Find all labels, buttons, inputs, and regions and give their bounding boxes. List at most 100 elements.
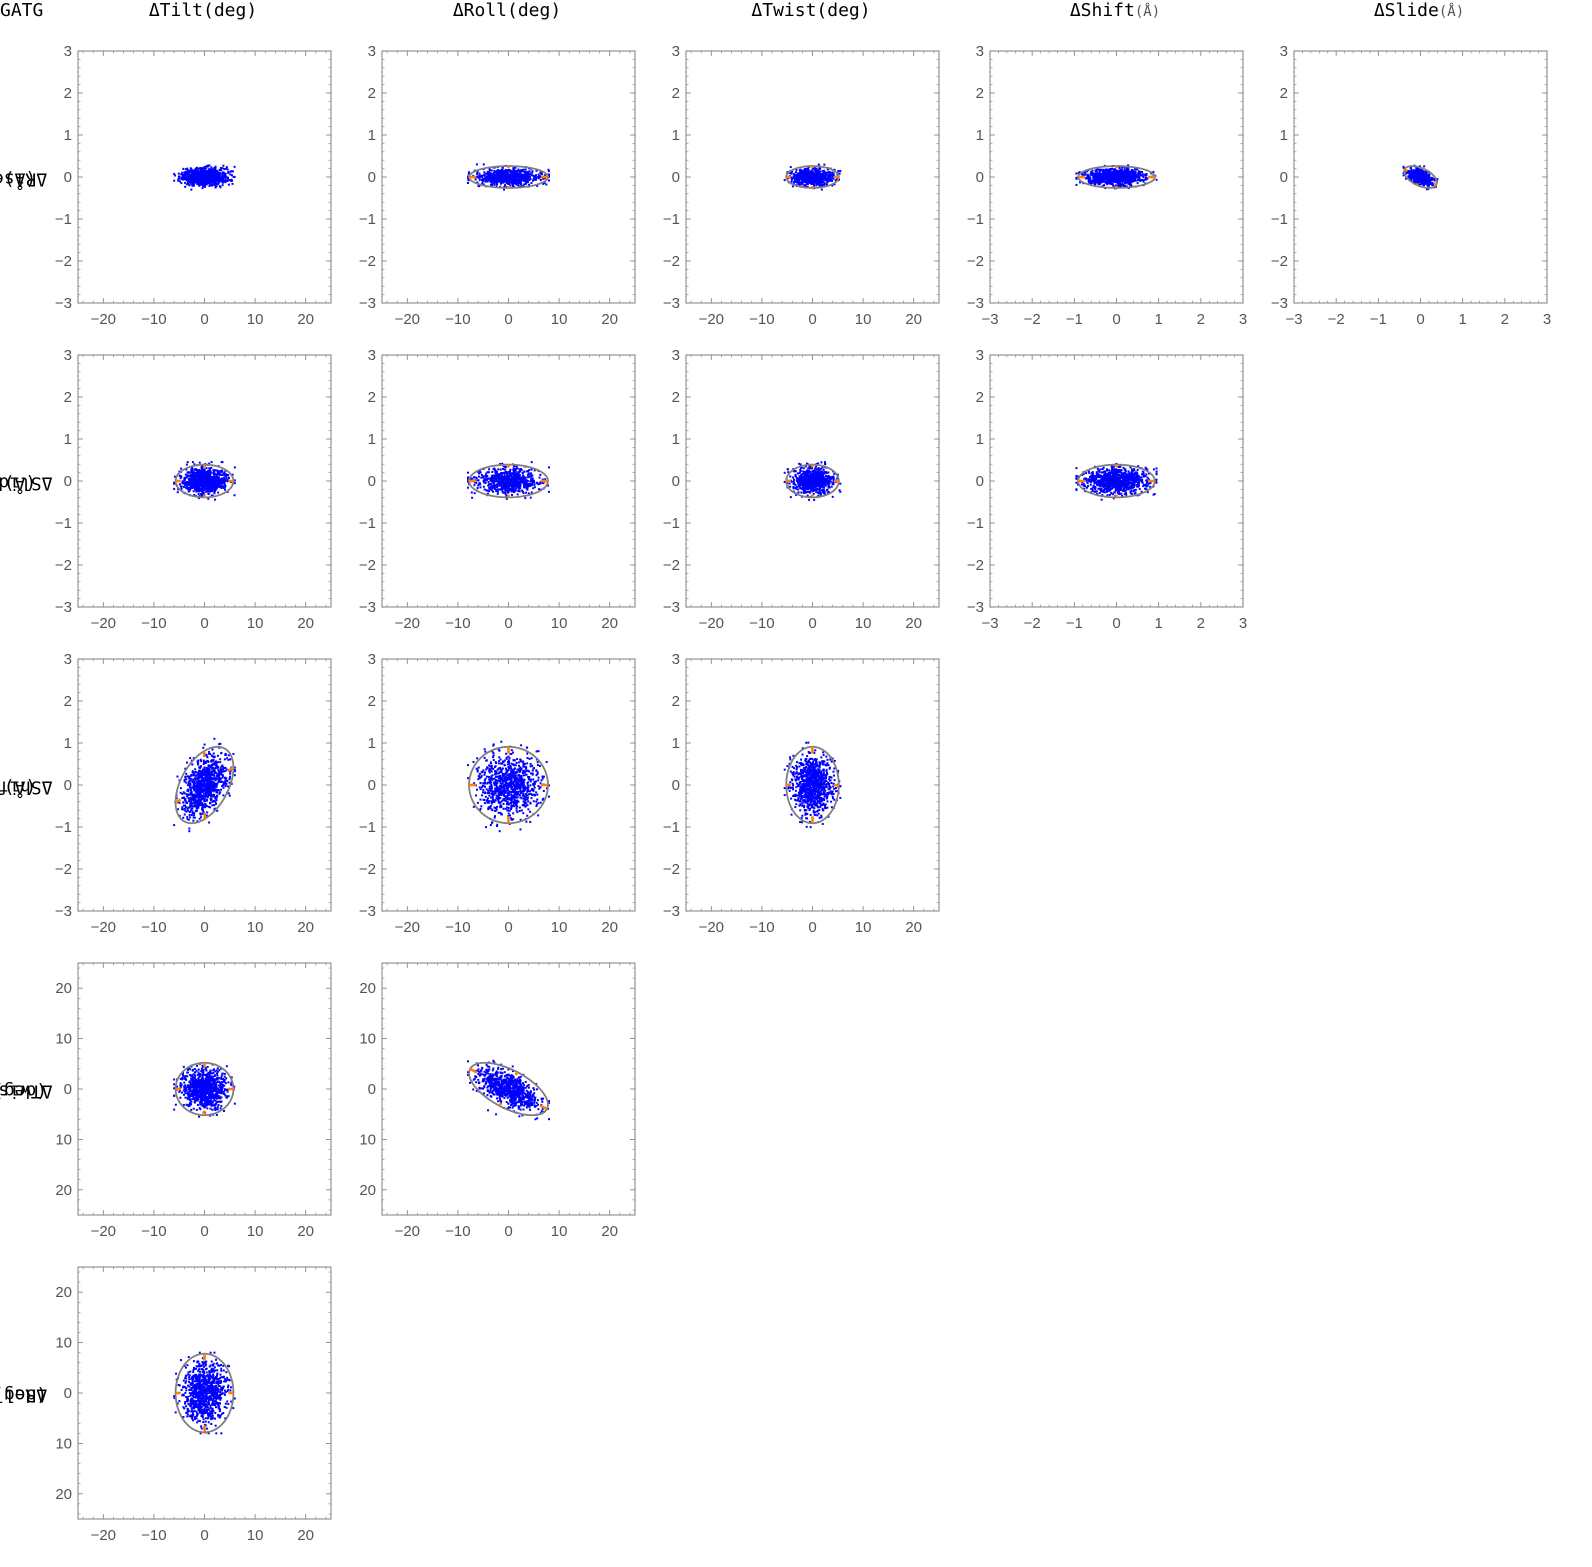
data-point (831, 174, 834, 177)
data-point (1122, 185, 1125, 188)
y-tick-label: 2 (976, 85, 984, 102)
data-point (194, 173, 197, 176)
y-tick-label: −1 (55, 211, 72, 228)
data-point (1088, 175, 1091, 178)
data-point (507, 182, 510, 185)
data-point (525, 181, 528, 184)
data-point (202, 178, 205, 181)
data-point (1095, 175, 1098, 178)
data-point (499, 182, 502, 185)
data-point (180, 176, 183, 179)
data-point (524, 175, 527, 178)
data-point (533, 176, 536, 179)
data-point (1102, 173, 1105, 176)
x-tick-label: 1 (1154, 311, 1162, 328)
data-point (806, 167, 809, 170)
data-point (506, 174, 509, 177)
corner-label: GATG (0, 0, 44, 21)
data-point (213, 176, 216, 179)
data-point (482, 163, 485, 166)
data-point (232, 175, 235, 178)
y-tick-label: 1 (672, 127, 680, 144)
data-point (547, 179, 550, 182)
data-point (538, 174, 541, 177)
data-point (811, 173, 814, 176)
data-point (513, 178, 516, 181)
data-point (1130, 178, 1133, 181)
data-point (1112, 173, 1115, 176)
data-point (807, 177, 810, 180)
data-point (1132, 177, 1135, 180)
data-point (1415, 168, 1418, 171)
data-point (226, 178, 229, 181)
data-point (221, 172, 224, 175)
data-point (1121, 166, 1124, 169)
data-point (486, 176, 489, 179)
data-point (191, 184, 194, 187)
data-point (483, 173, 486, 176)
data-point (1107, 168, 1110, 171)
data-point (502, 172, 505, 175)
data-point (1098, 168, 1101, 171)
data-point (479, 175, 482, 178)
data-point (535, 176, 538, 179)
column-header-roll: ΔRoll(deg) (377, 0, 637, 21)
y-tick-label: −2 (55, 557, 72, 574)
data-point (199, 168, 202, 171)
data-point (821, 184, 824, 187)
data-point (484, 180, 487, 183)
data-point (1091, 169, 1094, 172)
data-point (1135, 173, 1138, 176)
data-point (499, 179, 502, 182)
y-tick-label: 3 (64, 43, 72, 60)
data-point (233, 479, 236, 482)
data-point (1124, 181, 1127, 184)
data-point (209, 174, 212, 177)
data-point (535, 178, 538, 181)
data-point (1109, 178, 1112, 181)
data-point (1128, 174, 1131, 177)
y-tick-label: 0 (64, 169, 72, 186)
data-point (803, 169, 806, 172)
data-point (1114, 184, 1117, 187)
data-point (214, 167, 217, 170)
x-tick-label: 0 (504, 311, 512, 328)
data-point (1138, 171, 1141, 174)
data-point (1125, 172, 1128, 175)
data-point (467, 179, 470, 182)
data-point (799, 181, 802, 184)
data-point (812, 179, 815, 182)
data-point (218, 169, 221, 172)
data-point (811, 177, 814, 180)
y-tick-label: 3 (672, 43, 680, 60)
data-point (807, 168, 810, 171)
data-point (807, 181, 810, 184)
data-point (211, 172, 214, 175)
data-point (1094, 181, 1097, 184)
data-point (1107, 171, 1110, 174)
data-point (489, 183, 492, 186)
y-tick-label: −1 (359, 211, 376, 228)
data-point (184, 168, 187, 171)
data-point (189, 177, 192, 180)
data-point (1429, 181, 1432, 184)
y-tick-label: −2 (359, 253, 376, 270)
data-point (1133, 179, 1136, 182)
data-point (499, 171, 502, 174)
data-point (1129, 184, 1132, 187)
data-point (1085, 177, 1088, 180)
data-point (512, 169, 515, 172)
data-point (1426, 174, 1429, 177)
data-point (827, 175, 830, 178)
data-point (528, 183, 531, 186)
data-point (1115, 173, 1118, 176)
data-point (1086, 170, 1089, 173)
data-point (217, 174, 220, 177)
data-point (519, 171, 522, 174)
data-point (837, 169, 840, 172)
data-point (221, 179, 224, 182)
data-point (1078, 181, 1081, 184)
data-point (1091, 180, 1094, 183)
data-point (829, 174, 832, 177)
data-point (1110, 174, 1113, 177)
